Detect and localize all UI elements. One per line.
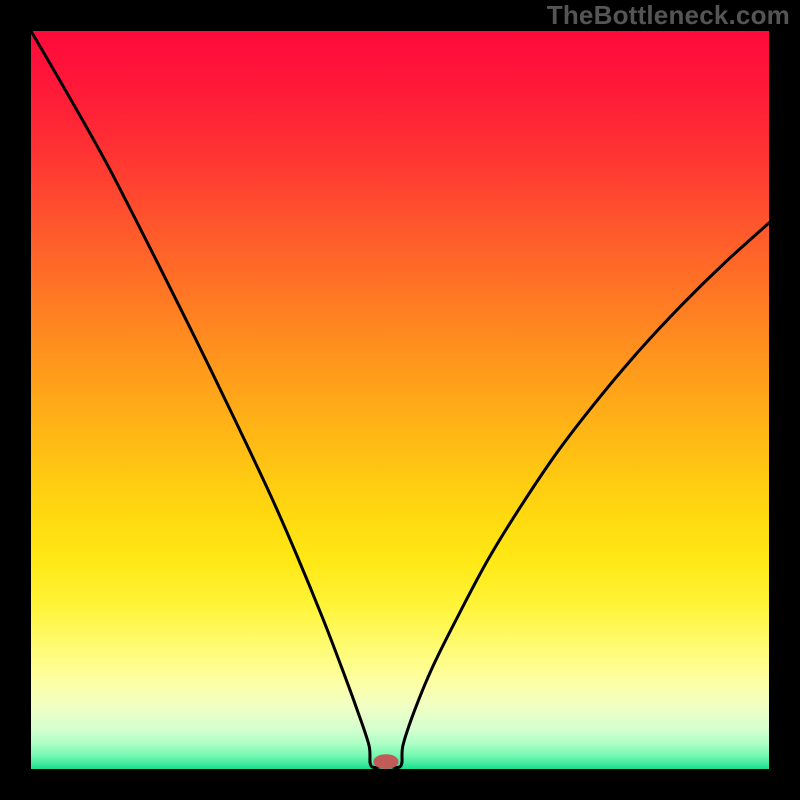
- watermark-text: TheBottleneck.com: [547, 0, 790, 31]
- bottleneck-curve: [31, 31, 769, 769]
- stage: TheBottleneck.com: [0, 0, 800, 800]
- trough-marker: [373, 754, 398, 769]
- curve-path: [31, 31, 769, 768]
- plot-area: [31, 31, 769, 769]
